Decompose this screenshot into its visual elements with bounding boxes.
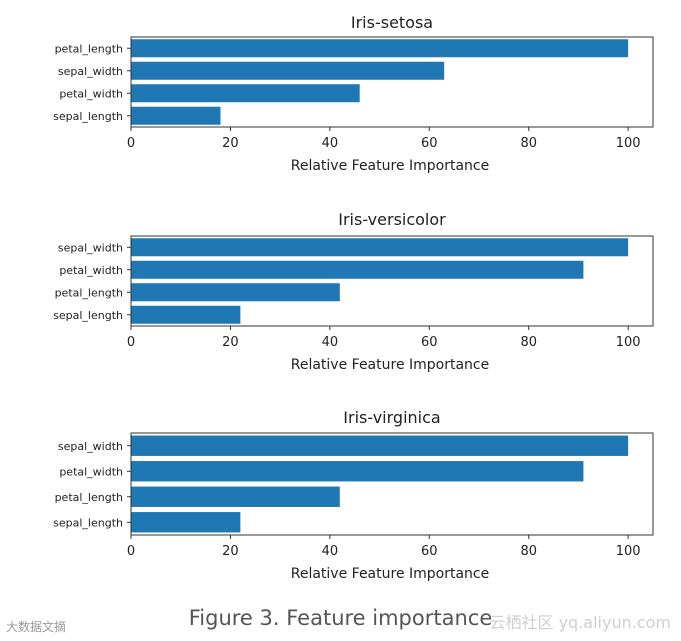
axes-frame [130,432,654,536]
y-tick-label: sepal_length [53,309,123,322]
x-tick-label: 80 [520,544,537,559]
bar-sepal_width [131,238,629,257]
y-tick-label: sepal_length [53,110,123,123]
y-tick-label: petal_length [55,491,123,504]
y-tick-label: petal_width [59,87,123,100]
y-tick-label: sepal_width [58,65,123,78]
watermark-right: 云栖社区 yq.aliyun.com [489,613,671,632]
x-tick-label: 0 [127,335,135,350]
bar-sepal_length [131,305,241,324]
x-tick-label: 80 [520,335,537,350]
x-tick-label: 40 [322,136,339,151]
x-axis-label: Relative Feature Importance [291,357,490,373]
bar-petal_length [131,283,340,302]
y-tick-label: petal_width [59,465,123,478]
x-tick-label: 20 [222,335,239,350]
x-tick-label: 20 [222,136,239,151]
x-axis-label: Relative Feature Importance [291,566,490,582]
x-tick-label: 40 [322,335,339,350]
bar-sepal_width [131,435,629,456]
subplot-title: Iris-virginica [343,408,440,427]
y-tick-label: sepal_length [53,516,123,529]
subplot-title: Iris-versicolor [338,210,446,229]
y-tick-label: sepal_width [58,241,123,254]
x-tick-label: 60 [421,136,438,151]
watermark-left: 大数据文摘 [6,620,67,634]
x-tick-label: 0 [127,544,135,559]
bar-sepal_width [131,61,445,80]
x-tick-label: 100 [616,136,641,151]
x-tick-label: 0 [127,136,135,151]
x-axis-label: Relative Feature Importance [291,158,490,174]
x-tick-label: 20 [222,544,239,559]
x-tick-label: 100 [616,335,641,350]
subplot-3: sepal_width petal_width petal_length sepal_… [53,408,654,582]
bar-petal_length [131,486,340,507]
bar-petal_width [131,461,584,482]
y-tick-label: petal_length [55,42,123,55]
bar-petal_length [131,39,629,58]
y-tick-label: sepal_width [58,440,123,453]
bar-petal_width [131,260,584,279]
y-tick-label: petal_width [59,264,123,277]
axes-frame [130,235,654,327]
subplot-2: sepal_width petal_width petal_length sepal_… [53,210,654,373]
x-tick-label: 40 [322,544,339,559]
x-tick-label: 60 [421,335,438,350]
bar-petal_width [131,84,360,103]
subplot-title: Iris-setosa [351,13,433,32]
bar-sepal_length [131,512,241,533]
bar-sepal_length [131,106,221,125]
figure-caption: Figure 3. Feature importance [188,606,493,630]
subplot-1: petal_length sepal_width petal_width sepal_… [53,13,654,174]
y-tick-label: petal_length [55,286,123,299]
x-tick-label: 80 [520,136,537,151]
x-tick-label: 100 [616,544,641,559]
x-tick-label: 60 [421,544,438,559]
axes-frame [130,36,654,128]
